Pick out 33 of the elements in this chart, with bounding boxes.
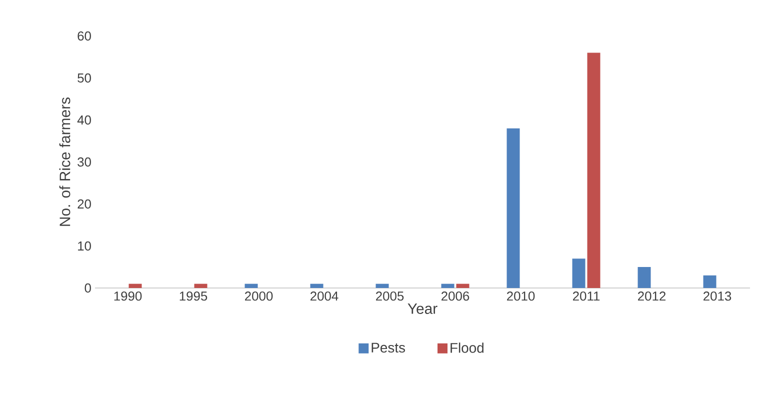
y-tick-label: 30 — [78, 157, 91, 167]
x-tick-label: 2005 — [376, 292, 404, 301]
bar — [194, 284, 208, 288]
bar — [128, 284, 142, 288]
y-tick-label: 50 — [78, 73, 91, 83]
x-tick-label: 1995 — [180, 292, 208, 301]
bar — [572, 258, 586, 288]
legend-label: Pests — [372, 342, 406, 353]
y-tick-label: 10 — [78, 241, 91, 251]
x-tick-label: 2000 — [245, 292, 273, 301]
bar — [441, 284, 454, 288]
legend-label: Flood — [450, 342, 484, 353]
bar — [310, 284, 324, 288]
x-tick-label: 2012 — [638, 292, 666, 301]
y-tick-label: 40 — [77, 115, 91, 125]
y-tick-label: 0 — [84, 283, 91, 293]
bar — [456, 284, 470, 288]
x-tick-label: 2006 — [442, 292, 470, 301]
bar — [244, 284, 258, 288]
y-axis-title: No. of Rice farmers — [59, 98, 70, 226]
x-axis-title: Year — [408, 304, 438, 314]
x-tick-label: 2010 — [507, 292, 535, 301]
bar — [506, 128, 520, 288]
y-tick-label: 20 — [78, 199, 91, 209]
x-tick-label: 2004 — [310, 292, 338, 301]
bar — [638, 267, 651, 288]
bar — [703, 275, 716, 288]
x-tick-label: 2013 — [704, 292, 732, 301]
bar — [376, 284, 389, 288]
x-tick-label: 1990 — [114, 292, 142, 301]
bar — [587, 52, 600, 288]
y-tick-label: 60 — [78, 31, 91, 41]
x-tick-label: 2011 — [572, 292, 600, 301]
